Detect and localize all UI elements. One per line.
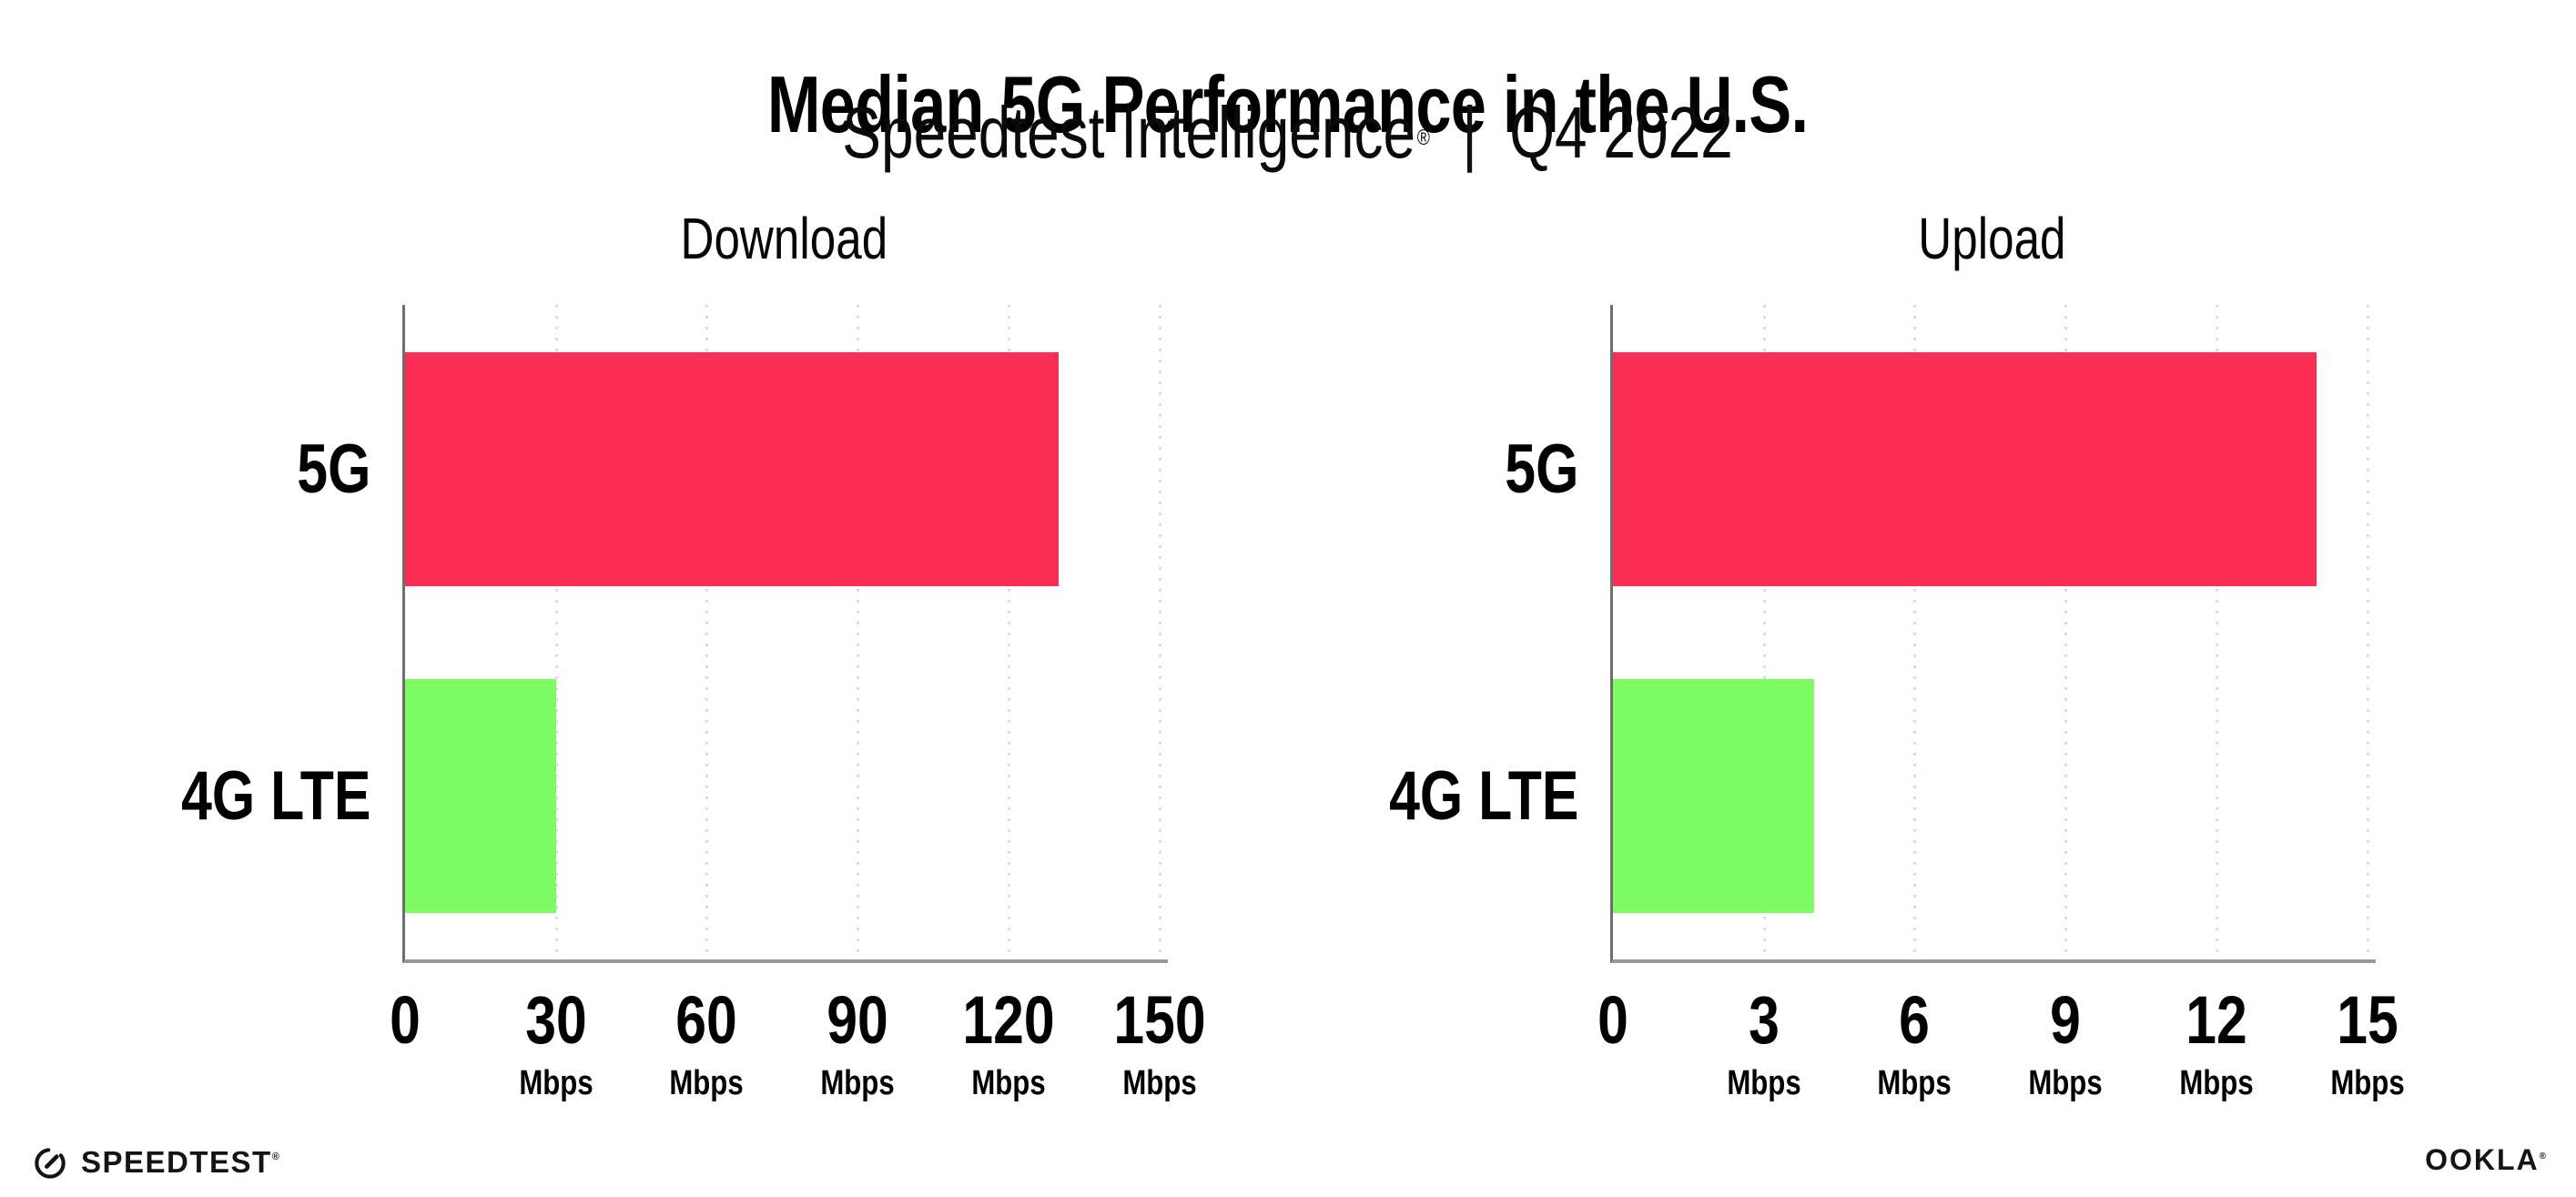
registered-mark: ®: [1417, 125, 1431, 150]
x-tick-unit-90: Mbps: [820, 1064, 895, 1102]
x-tick-150: 150: [1112, 982, 1206, 1058]
subtitle-period: Q4 2022: [1509, 92, 1734, 173]
download-bar-4g-lte: [405, 679, 556, 913]
download-chart-title: Download: [680, 206, 887, 271]
x-tick-unit-9: Mbps: [2028, 1064, 2103, 1102]
category-label-4g-lte: 4G LTE: [1388, 756, 1578, 835]
speedtest-registered-mark: ®: [271, 1151, 279, 1162]
x-tick-90: 90: [827, 982, 888, 1058]
x-tick-unit-12: Mbps: [2179, 1064, 2254, 1102]
x-tick-unit-15: Mbps: [2329, 1064, 2405, 1102]
x-tick-60: 60: [675, 982, 738, 1058]
page-subtitle-text: Speedtest Intelligence® | Q4 2022: [843, 93, 1733, 173]
gridline-60: [705, 305, 709, 959]
page-subtitle: Speedtest Intelligence® | Q4 2022: [0, 93, 2576, 173]
ookla-registered-mark: ®: [2539, 1151, 2546, 1161]
x-tick-6: 6: [1899, 982, 1931, 1058]
category-label-5g: 5G: [1504, 430, 1578, 508]
page-title-text: Median 5G Performance in the U.S.: [767, 58, 1809, 149]
x-tick-unit-30: Mbps: [519, 1064, 593, 1102]
subtitle-brand: Speedtest Intelligence: [842, 92, 1416, 173]
x-tick-9: 9: [2050, 982, 2081, 1058]
speedtest-gauge-icon: [35, 1148, 66, 1179]
x-tick-0: 0: [390, 982, 421, 1058]
subtitle-separator: |: [1462, 92, 1478, 173]
x-tick-3: 3: [1748, 982, 1780, 1058]
x-tick-30: 30: [524, 982, 587, 1058]
speedtest-wordmark: SPEEDTEST®: [81, 1145, 279, 1179]
gridline-3: [1762, 305, 1766, 959]
download-bar-5g: [405, 352, 1060, 586]
gridline-150: [1158, 305, 1161, 959]
upload-bar-5g: [1613, 352, 2317, 586]
gridline-15: [2366, 305, 2369, 959]
upload-chart-title: Upload: [1917, 206, 2066, 271]
gridline-30: [554, 305, 558, 959]
x-tick-120: 120: [962, 982, 1055, 1058]
download-plot-area: 5G 4G LTE 0 30 Mbps 60 Mbps 90 Mbps 120 Mbps 150 Mbp…: [181, 305, 1205, 1101]
category-label-5g: 5G: [296, 430, 370, 508]
gridline-6: [1913, 305, 1917, 959]
upload-plot-area: 5G 4G LTE 0 3 Mbps 6 Mbps 9 Mbps 12 Mbps 15 Mbps: [1389, 305, 2404, 1101]
ookla-wordmark: OOKLA: [2425, 1143, 2540, 1176]
gridline-90: [857, 305, 860, 959]
gridline-12: [2215, 305, 2218, 959]
x-tick-unit-6: Mbps: [1877, 1064, 1952, 1102]
x-tick-unit-120: Mbps: [971, 1064, 1046, 1102]
x-tick-unit-3: Mbps: [1727, 1064, 1801, 1102]
gridline-9: [2064, 305, 2068, 959]
x-tick-unit-150: Mbps: [1121, 1064, 1197, 1102]
x-tick-unit-60: Mbps: [669, 1064, 745, 1102]
x-tick-0: 0: [1597, 982, 1628, 1058]
ookla-logo: OOKLA®: [2425, 1143, 2546, 1177]
page-title: Median 5G Performance in the U.S.: [0, 58, 2576, 149]
speedtest-logo: SPEEDTEST®: [30, 1141, 279, 1183]
upload-chart: Upload 5G 4G LTE 0 3 Mbps 6 Mbps 9 Mbps 12 Mbps 15 M…: [1389, 207, 2405, 1101]
x-tick-12: 12: [2186, 982, 2247, 1058]
x-tick-15: 15: [2336, 982, 2399, 1058]
category-label-4g-lte: 4G LTE: [180, 756, 370, 835]
download-chart: Download 5G 4G LTE 0 30 Mbps 60 Mbps 90 Mbps 120 M…: [181, 207, 1205, 1101]
gridline-120: [1007, 305, 1010, 959]
upload-bar-4g-lte: [1613, 679, 1814, 913]
